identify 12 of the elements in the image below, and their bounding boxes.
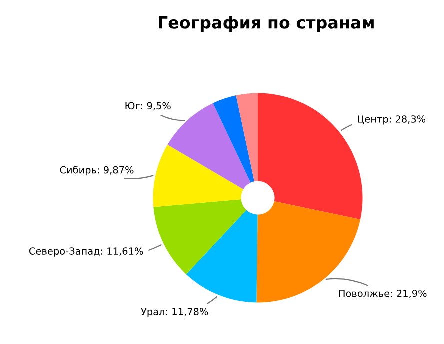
slice-label: Поволжье: 21,9% — [339, 290, 427, 298]
slice-label: Юг: 9,5% — [126, 102, 171, 111]
slice-label: Урал: 11,78% — [141, 308, 208, 318]
donut-slice — [186, 210, 258, 303]
donut-slice — [153, 144, 244, 208]
donut-slice — [213, 96, 255, 183]
slice-label: Центр: 28,3% — [358, 116, 426, 125]
donut-slice — [154, 199, 247, 274]
chart-title: География по странам — [159, 16, 374, 32]
slice-label: Северо-Запад: 11,61% — [29, 248, 144, 257]
slice-label: Сибирь: 9,87% — [60, 166, 134, 176]
donut-slice — [236, 93, 258, 182]
